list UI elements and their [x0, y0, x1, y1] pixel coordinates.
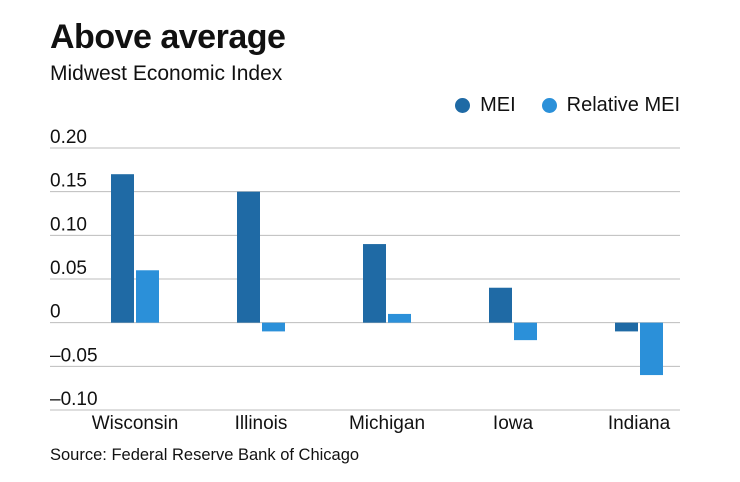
legend-label-relative-mei: Relative MEI [566, 94, 680, 116]
x-category-label: Indiana [608, 413, 671, 434]
bar-mei-michigan [363, 244, 386, 323]
legend-item-mei: MEI [455, 94, 516, 117]
bar-mei-illinois [237, 191, 260, 323]
chart-title: Above average [50, 18, 286, 56]
bar-relative-mei-michigan [388, 313, 411, 323]
bar-mei-indiana [615, 322, 638, 332]
bar-mei-iowa [489, 287, 512, 323]
legend-item-relative-mei: Relative MEI [541, 94, 680, 117]
y-tick-label: 0.15 [50, 171, 87, 192]
source-note: Source: Federal Reserve Bank of Chicago [50, 446, 360, 464]
legend: MEI Relative MEI [429, 94, 680, 117]
bar-relative-mei-iowa [514, 322, 537, 341]
chart-subtitle: Midwest Economic Index [50, 62, 283, 85]
x-category-label: Wisconsin [92, 413, 179, 434]
legend-label-mei: MEI [480, 94, 516, 116]
legend-swatch-relative-mei [541, 98, 557, 113]
bar-relative-mei-illinois [262, 322, 285, 332]
y-tick-label: 0.05 [50, 258, 87, 279]
bar-relative-mei-wisconsin [136, 270, 159, 323]
x-category-label: Illinois [235, 413, 288, 434]
y-tick-label: –0.10 [50, 389, 98, 410]
y-tick-label: 0.10 [50, 214, 87, 235]
y-tick-label: 0 [50, 302, 61, 323]
x-category-label: Iowa [493, 413, 534, 434]
y-tick-label: –0.05 [50, 345, 98, 366]
bar-relative-mei-indiana [640, 322, 663, 376]
legend-swatch-mei [455, 98, 471, 113]
x-category-label: Michigan [349, 413, 425, 434]
bar-mei-wisconsin [111, 174, 134, 323]
y-tick-label: 0.20 [50, 127, 87, 148]
